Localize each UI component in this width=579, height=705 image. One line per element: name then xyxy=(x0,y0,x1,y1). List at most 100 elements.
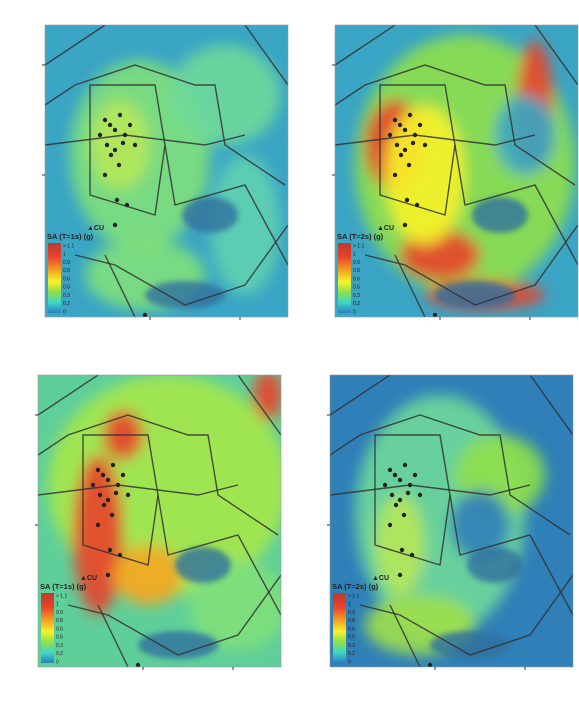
station xyxy=(414,202,420,208)
station xyxy=(412,472,418,478)
station xyxy=(402,147,408,153)
legend-label: 0 xyxy=(56,659,59,665)
road xyxy=(45,25,106,66)
station xyxy=(107,547,113,553)
station xyxy=(406,162,412,168)
station xyxy=(105,477,111,483)
legend-label: 0.6 xyxy=(353,276,360,282)
legend-label: 0.8 xyxy=(63,268,70,274)
station xyxy=(432,312,438,317)
road xyxy=(89,84,166,216)
station xyxy=(100,472,106,478)
road xyxy=(45,64,286,186)
station xyxy=(387,522,393,528)
lake xyxy=(175,547,231,583)
road xyxy=(97,604,129,667)
station xyxy=(407,482,413,488)
station xyxy=(113,490,119,496)
station xyxy=(397,122,403,128)
road xyxy=(38,375,99,416)
road xyxy=(335,134,536,146)
road xyxy=(38,484,239,496)
road xyxy=(330,484,531,496)
color-bar xyxy=(48,243,61,313)
legend-title: SA (T=2s) (g) xyxy=(337,232,384,241)
station xyxy=(109,512,115,518)
station xyxy=(392,172,398,178)
lakes xyxy=(138,547,231,659)
road xyxy=(157,494,281,616)
legend-label: 0.2 xyxy=(56,651,63,657)
lakes xyxy=(430,547,523,659)
legend-label: 0.5 xyxy=(353,285,360,291)
map-area xyxy=(45,25,288,317)
legend-label: 0.2 xyxy=(353,301,360,307)
station xyxy=(422,142,428,148)
station xyxy=(404,197,410,203)
station xyxy=(387,467,393,473)
legend-title: SA (T=1s) (g) xyxy=(40,582,87,591)
legend-label: 0.3 xyxy=(348,643,355,649)
legend-label: > 1.1 xyxy=(348,593,359,599)
station xyxy=(117,552,123,558)
legend-label: 0 xyxy=(348,659,351,665)
station xyxy=(394,142,400,148)
station xyxy=(402,127,408,133)
station xyxy=(132,142,138,148)
station xyxy=(135,662,141,667)
station xyxy=(402,462,408,468)
legend-label: > 1.1 xyxy=(353,243,364,249)
station xyxy=(114,197,120,203)
station xyxy=(399,547,405,553)
station xyxy=(407,112,413,118)
station xyxy=(417,122,423,128)
legend-title: SA (T=1s) (g) xyxy=(47,232,94,241)
legend-label: 0.9 xyxy=(348,610,355,616)
legend-label: 0.6 xyxy=(348,626,355,632)
road xyxy=(394,254,426,317)
site-label: ▲CU xyxy=(372,575,389,582)
station xyxy=(122,132,128,138)
station xyxy=(105,572,111,578)
color-bar xyxy=(41,593,54,663)
station xyxy=(125,492,131,498)
road xyxy=(529,375,573,436)
station xyxy=(112,222,118,228)
legend-label: 0.6 xyxy=(56,626,63,632)
intensity-blob xyxy=(90,100,150,190)
station xyxy=(107,122,113,128)
frame xyxy=(329,374,574,668)
road xyxy=(330,375,391,416)
station xyxy=(97,492,103,498)
road xyxy=(534,25,578,86)
station xyxy=(110,462,116,468)
legend-label: 0.9 xyxy=(63,260,70,266)
legend-label: 0.8 xyxy=(353,268,360,274)
road xyxy=(389,604,421,667)
legend-label: 0.8 xyxy=(56,618,63,624)
site-label: ▲CU xyxy=(80,575,97,582)
road xyxy=(244,25,288,86)
road xyxy=(335,64,576,186)
color-bar xyxy=(338,243,351,313)
station xyxy=(90,482,96,488)
legend-label: 0.8 xyxy=(348,618,355,624)
road xyxy=(379,84,456,216)
lake xyxy=(472,197,528,233)
legend-label: > 1.1 xyxy=(63,243,74,249)
station xyxy=(116,162,122,168)
station xyxy=(105,497,111,503)
station xyxy=(115,482,121,488)
legend-label: 1 xyxy=(63,252,66,258)
intensity-blob xyxy=(73,455,123,615)
road xyxy=(330,414,571,536)
station xyxy=(101,502,107,508)
intensity-blob xyxy=(450,490,510,560)
road xyxy=(82,434,159,566)
map-area xyxy=(335,25,578,317)
station xyxy=(393,502,399,508)
legend-label: 0.3 xyxy=(353,293,360,299)
